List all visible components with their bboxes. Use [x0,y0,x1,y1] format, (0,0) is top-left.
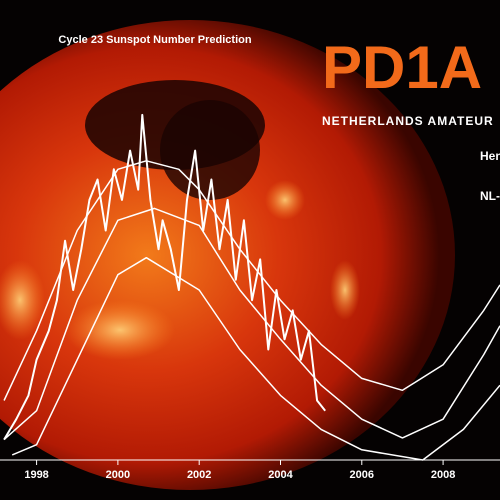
series-line [3,160,500,401]
side-text: NL-7 [480,189,500,203]
x-tick-label: 2006 [350,469,374,481]
active-region [330,260,360,320]
card-subtitle: NETHERLANDS AMATEUR [322,114,494,128]
active-region [65,300,175,360]
x-tick-label: 2004 [268,469,293,481]
series-line [11,256,500,461]
series-line [3,113,326,441]
series-line [3,207,500,441]
x-tick-label: 2000 [106,469,130,481]
x-tick-label: 2008 [431,469,455,481]
x-tick-label: 1998 [24,469,48,481]
active-region [265,180,305,220]
side-text: Hen [480,149,500,163]
x-tick-label: 2002 [187,469,211,481]
chart-title: Cycle 23 Sunspot Number Prediction [58,34,251,46]
active-region [0,260,45,340]
callsign: PD1A [322,34,482,101]
